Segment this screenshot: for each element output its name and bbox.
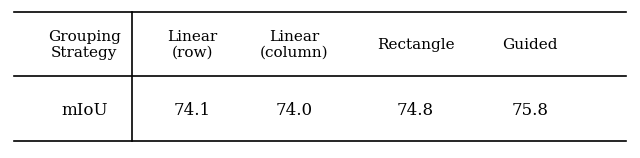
Text: 75.8: 75.8	[512, 102, 548, 118]
Text: Linear
(column): Linear (column)	[260, 30, 329, 60]
Text: 74.0: 74.0	[276, 102, 313, 118]
Text: Guided: Guided	[502, 38, 558, 52]
Text: Rectangle: Rectangle	[377, 38, 454, 52]
Text: Linear
(row): Linear (row)	[168, 30, 218, 60]
Text: mIoU: mIoU	[61, 102, 108, 118]
Text: Grouping
Strategy: Grouping Strategy	[48, 30, 121, 60]
Text: 74.8: 74.8	[397, 102, 434, 118]
Text: 74.1: 74.1	[174, 102, 211, 118]
